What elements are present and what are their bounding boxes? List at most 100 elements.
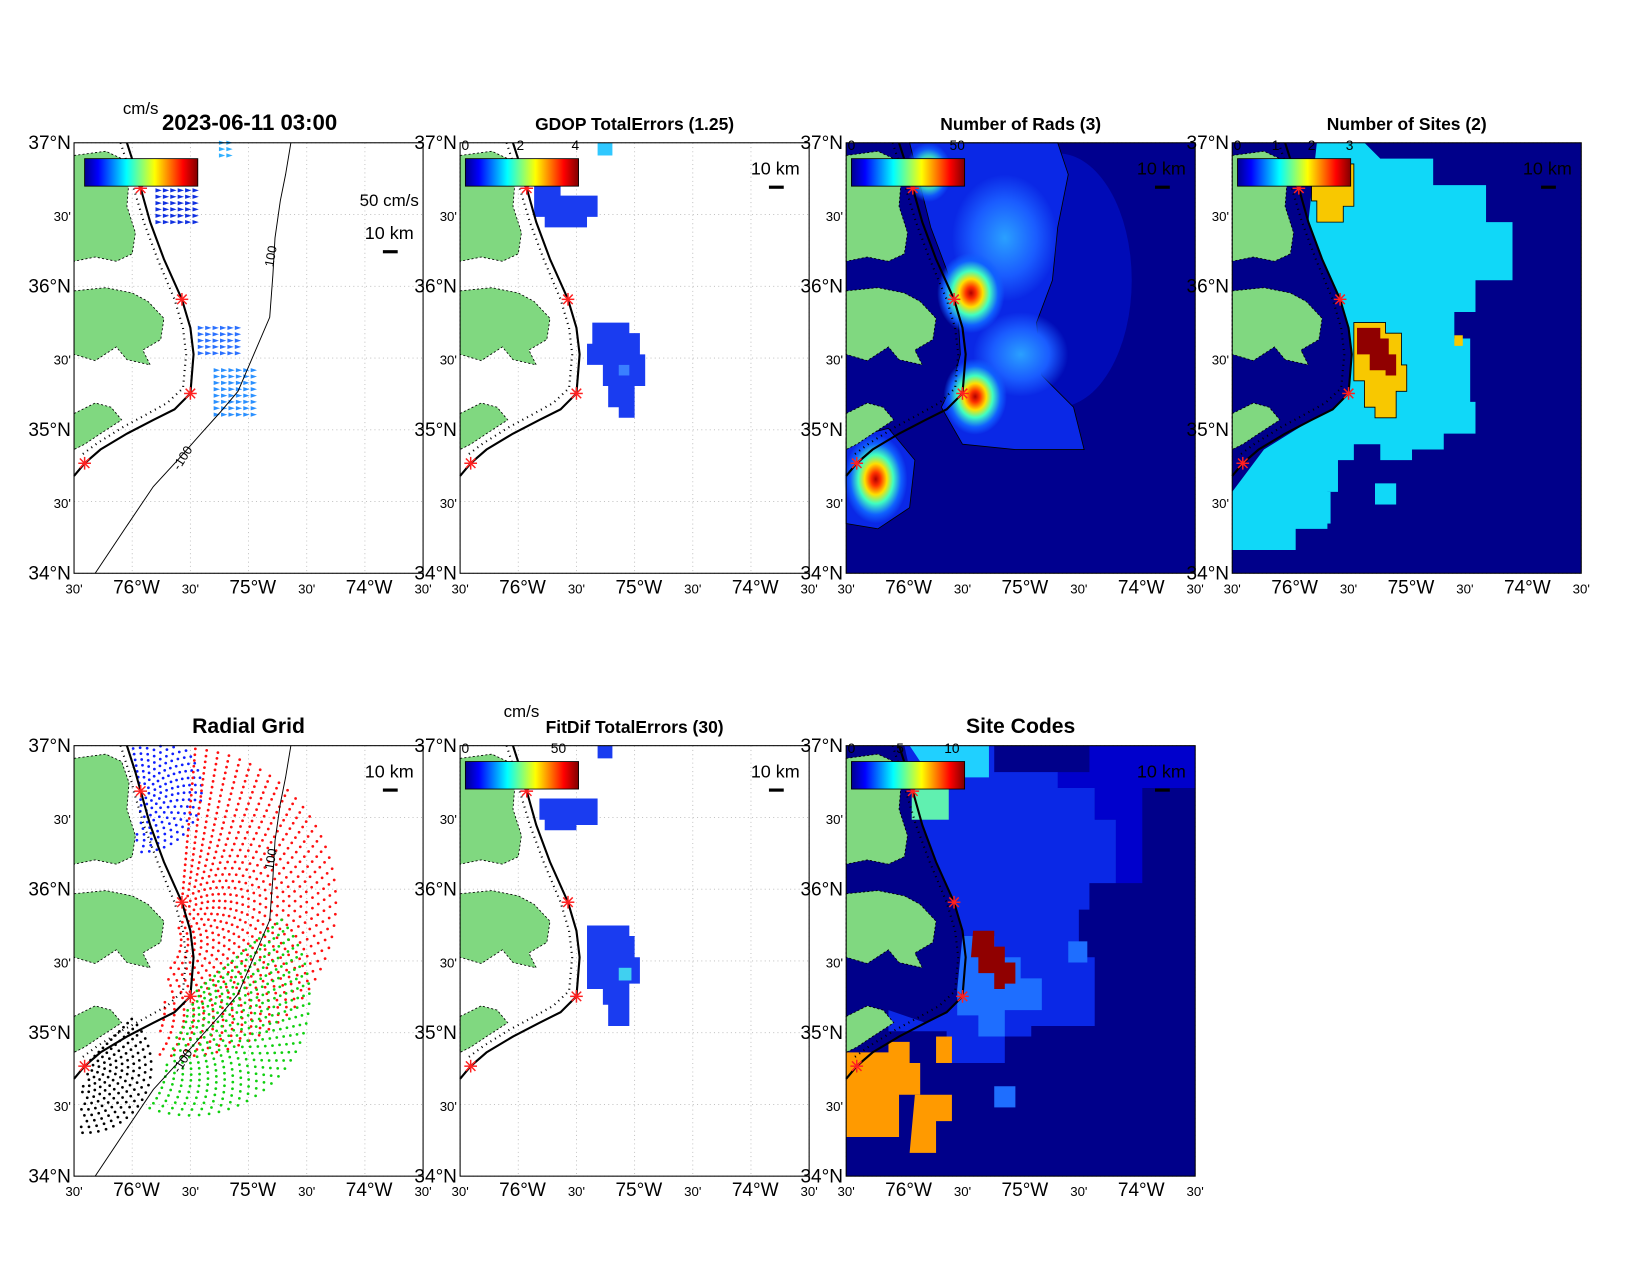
radial-grid-point	[185, 846, 189, 849]
radial-grid-point	[255, 996, 259, 999]
radial-grid-point	[274, 863, 278, 867]
radial-grid-point	[186, 828, 190, 832]
radial-grid-point	[251, 916, 255, 919]
radial-grid-point	[235, 955, 239, 959]
radial-grid-point	[259, 1012, 262, 1016]
radial-grid-point	[225, 921, 228, 925]
radial-grid-point	[116, 1082, 120, 1085]
radial-grid-point	[302, 947, 306, 951]
radial-grid-point	[301, 805, 305, 809]
radial-grid-point	[285, 923, 289, 927]
radial-grid-point	[178, 770, 182, 774]
colorbar-tick-label: 5	[896, 741, 904, 756]
radial-grid-point	[247, 768, 250, 772]
radial-grid-point	[238, 1090, 242, 1093]
radial-grid-point	[263, 852, 266, 856]
radial-grid-point	[143, 1055, 147, 1059]
radial-grid-point	[215, 886, 218, 890]
radial-grid-point	[126, 1065, 130, 1069]
radial-grid-point	[171, 752, 175, 756]
radial-grid-point	[257, 802, 261, 806]
radial-grid-point	[291, 944, 295, 948]
current-vector	[220, 344, 227, 350]
radial-grid-point	[257, 999, 261, 1002]
radial-grid-point	[235, 901, 239, 905]
radial-grid-point	[157, 1109, 161, 1113]
radial-grid-point	[196, 768, 200, 772]
site-marker	[946, 292, 962, 307]
latitude-label: 30'	[1212, 496, 1229, 511]
radial-grid-point	[201, 1002, 205, 1005]
latitude-label: 36°N	[1187, 277, 1230, 298]
radial-grid-point	[126, 1058, 129, 1062]
radial-grid-point	[261, 979, 265, 983]
radial-grid-point	[200, 964, 204, 968]
radial-grid-point	[226, 963, 230, 967]
radial-grid-point	[229, 1034, 233, 1038]
radial-grid-point	[188, 811, 192, 815]
longitude-label: 75°W	[1388, 577, 1435, 598]
current-vector	[185, 188, 192, 193]
radial-grid-point	[264, 974, 268, 978]
radial-grid-point	[234, 1050, 238, 1054]
radial-grid-point	[230, 1067, 234, 1071]
current-vector	[221, 380, 228, 385]
radial-grid-point	[328, 905, 332, 909]
radial-grid-point	[241, 895, 244, 899]
colorbar	[1237, 158, 1352, 187]
radial-grid-point	[261, 1023, 265, 1027]
radial-grid-point	[207, 987, 211, 990]
current-vector	[227, 351, 234, 356]
radial-grid-point	[274, 849, 278, 852]
radial-grid-point	[277, 933, 280, 937]
radial-grid-point	[189, 1061, 192, 1065]
radial-grid-point	[275, 950, 279, 954]
radial-grid-point	[271, 1044, 274, 1047]
longitude-label: 30'	[801, 581, 818, 596]
radial-grid-point	[250, 883, 254, 887]
radial-grid-point	[149, 813, 152, 817]
radial-grid-point	[207, 1012, 211, 1016]
radial-grid-point	[225, 1002, 229, 1006]
radial-grid-point	[255, 1079, 258, 1083]
radial-grid-point	[240, 1023, 244, 1027]
current-vector	[197, 338, 205, 343]
radial-grid-point	[201, 876, 204, 880]
radial-grid-point	[273, 877, 277, 881]
radial-grid-point	[194, 1096, 198, 1100]
radial-grid-point	[160, 820, 164, 824]
radial-grid-point	[269, 1074, 273, 1078]
longitude-label: 75°W	[615, 577, 662, 598]
radial-grid-point	[266, 874, 270, 878]
radial-grid-point	[180, 1078, 184, 1082]
radial-grid-point	[139, 804, 143, 807]
radial-grid-point	[197, 994, 201, 998]
longitude-label: 30'	[1187, 581, 1204, 596]
radial-grid-point	[203, 888, 206, 891]
radial-grid-point	[237, 1096, 241, 1100]
radial-grid-point	[109, 1038, 113, 1041]
latitude-label: 37°N	[28, 736, 71, 757]
radial-grid-point	[260, 820, 263, 824]
radial-grid-point	[218, 879, 222, 883]
colorbar-tick-label: 50	[551, 741, 567, 756]
latitude-label: 30'	[1212, 352, 1229, 367]
radial-grid-point	[244, 948, 248, 952]
radial-grid-point	[170, 811, 173, 814]
radial-grid-point	[209, 840, 213, 844]
radial-grid-point	[172, 996, 175, 999]
longitude-label: 74°W	[346, 1180, 393, 1201]
radial-grid-point	[154, 810, 158, 814]
radial-grid-point	[199, 895, 203, 899]
radial-grid-point	[164, 1069, 168, 1073]
current-vector	[234, 332, 242, 337]
radial-grid-point	[292, 968, 296, 971]
radial-grid-point	[291, 802, 294, 806]
radial-grid-point	[284, 1005, 288, 1009]
radial-grid-point	[298, 1041, 302, 1045]
radial-grid-point	[192, 1032, 196, 1036]
radial-grid-point	[262, 1080, 266, 1084]
radial-grid-point	[169, 1030, 173, 1034]
radial-grid-point	[300, 1014, 304, 1017]
radial-grid-point	[276, 956, 280, 960]
